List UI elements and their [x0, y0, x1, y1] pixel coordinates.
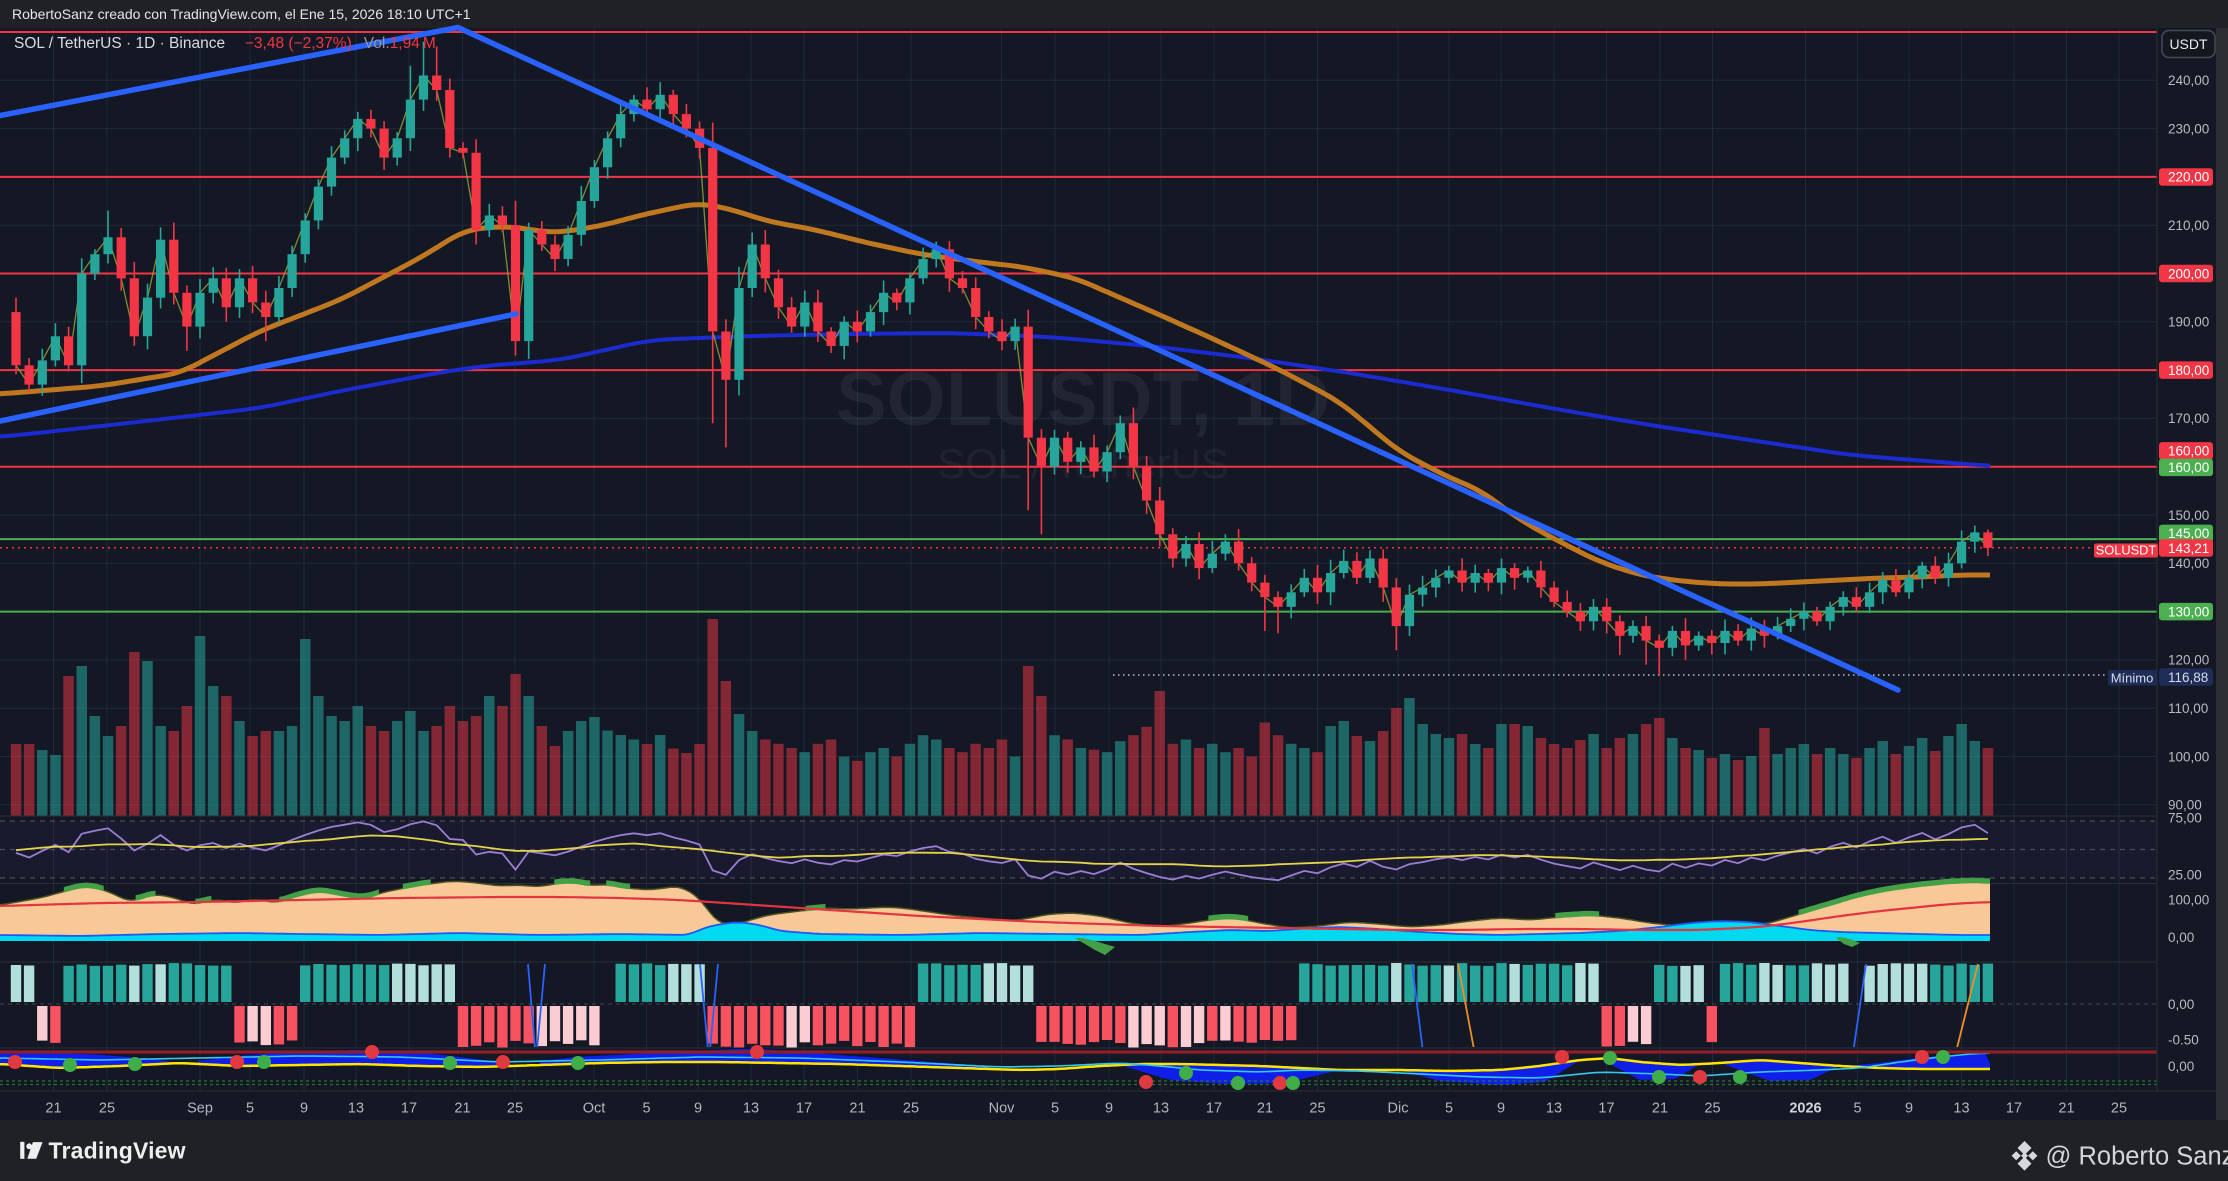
svg-text:21: 21 — [454, 1101, 470, 1117]
svg-text:13: 13 — [1153, 1101, 1169, 1117]
svg-text:17: 17 — [2006, 1101, 2022, 1117]
svg-text:0,00: 0,00 — [2168, 930, 2194, 945]
svg-text:21: 21 — [45, 1101, 61, 1117]
svg-text:17: 17 — [796, 1101, 812, 1117]
svg-text:160,00: 160,00 — [2168, 444, 2209, 459]
svg-text:-0.50: -0.50 — [2168, 1032, 2199, 1047]
svg-text:21: 21 — [1257, 1101, 1273, 1117]
svg-text:110,00: 110,00 — [2168, 701, 2208, 716]
svg-text:25.00: 25.00 — [2168, 867, 2202, 882]
svg-text:21: 21 — [2058, 1101, 2074, 1117]
svg-text:17: 17 — [1598, 1101, 1614, 1117]
svg-text:SOL / TetherUS · 1D · Binance: SOL / TetherUS · 1D · Binance −3,48 (−2,… — [14, 35, 436, 52]
svg-text:Dic: Dic — [1388, 1101, 1409, 1117]
svg-text:145,00: 145,00 — [2168, 526, 2209, 541]
svg-text:17: 17 — [401, 1101, 417, 1117]
svg-text:25: 25 — [507, 1101, 523, 1117]
svg-text:25: 25 — [1309, 1101, 1325, 1117]
svg-text:5: 5 — [1051, 1101, 1059, 1117]
svg-text:100,00: 100,00 — [2168, 893, 2209, 908]
svg-text:2026: 2026 — [1789, 1101, 1821, 1117]
svg-text:SOLUSDT: SOLUSDT — [2096, 543, 2157, 558]
svg-text:25: 25 — [903, 1101, 919, 1117]
svg-text:13: 13 — [348, 1101, 364, 1117]
svg-text:9: 9 — [1497, 1101, 1505, 1117]
svg-text:9: 9 — [694, 1101, 702, 1117]
svg-text:17: 17 — [1206, 1101, 1222, 1117]
svg-text:RobertoSanz creado con Trading: RobertoSanz creado con TradingView.com, … — [12, 6, 471, 22]
svg-text:75,00: 75,00 — [2168, 810, 2202, 825]
svg-text:9: 9 — [1905, 1101, 1913, 1117]
svg-text:200,00: 200,00 — [2168, 266, 2209, 281]
svg-text:Nov: Nov — [989, 1101, 1016, 1117]
svg-text:0,00: 0,00 — [2168, 1059, 2194, 1074]
svg-text:5: 5 — [1853, 1101, 1861, 1117]
svg-text:SOLUSDT, 1D: SOLUSDT, 1D — [836, 357, 1330, 442]
svg-text:90,00: 90,00 — [2168, 798, 2202, 813]
svg-text:13: 13 — [743, 1101, 759, 1117]
svg-text:5: 5 — [642, 1101, 650, 1117]
svg-text:Sep: Sep — [187, 1101, 213, 1117]
svg-text:25: 25 — [2111, 1101, 2127, 1117]
svg-text:Mínimo: Mínimo — [2111, 670, 2154, 685]
svg-text:25: 25 — [99, 1101, 115, 1117]
svg-text:25: 25 — [1704, 1101, 1720, 1117]
svg-text:0,00: 0,00 — [2168, 997, 2194, 1012]
svg-text:SOL / TetherUS: SOL / TetherUS — [937, 440, 1229, 487]
svg-text:9: 9 — [300, 1101, 308, 1117]
svg-text:13: 13 — [1546, 1101, 1562, 1117]
svg-text:USDT: USDT — [2169, 36, 2208, 52]
svg-text:116,88: 116,88 — [2168, 670, 2208, 685]
svg-text:Oct: Oct — [583, 1101, 606, 1117]
svg-text:21: 21 — [1652, 1101, 1668, 1117]
svg-text:5: 5 — [246, 1101, 254, 1117]
svg-text:170,00: 170,00 — [2168, 411, 2209, 426]
svg-text:@ Roberto Sanz: @ Roberto Sanz — [2046, 1143, 2228, 1171]
svg-text:143,21: 143,21 — [2168, 541, 2209, 556]
svg-text:21: 21 — [849, 1101, 865, 1117]
svg-text:TradingView: TradingView — [49, 1138, 186, 1164]
svg-text:190,00: 190,00 — [2168, 315, 2209, 330]
svg-text:140,00: 140,00 — [2168, 556, 2209, 571]
svg-text:9: 9 — [1105, 1101, 1113, 1117]
svg-text:130,00: 130,00 — [2168, 604, 2209, 619]
svg-text:210,00: 210,00 — [2168, 218, 2209, 233]
svg-text:13: 13 — [1953, 1101, 1969, 1117]
svg-text:180,00: 180,00 — [2168, 363, 2209, 378]
svg-text:5: 5 — [1445, 1101, 1453, 1117]
svg-text:120,00: 120,00 — [2168, 653, 2209, 668]
svg-text:240,00: 240,00 — [2168, 73, 2209, 88]
svg-text:220,00: 220,00 — [2168, 170, 2209, 185]
svg-text:100,00: 100,00 — [2168, 749, 2209, 764]
svg-text:150,00: 150,00 — [2168, 508, 2209, 523]
svg-text:160,00: 160,00 — [2168, 460, 2209, 475]
svg-text:230,00: 230,00 — [2168, 121, 2209, 136]
